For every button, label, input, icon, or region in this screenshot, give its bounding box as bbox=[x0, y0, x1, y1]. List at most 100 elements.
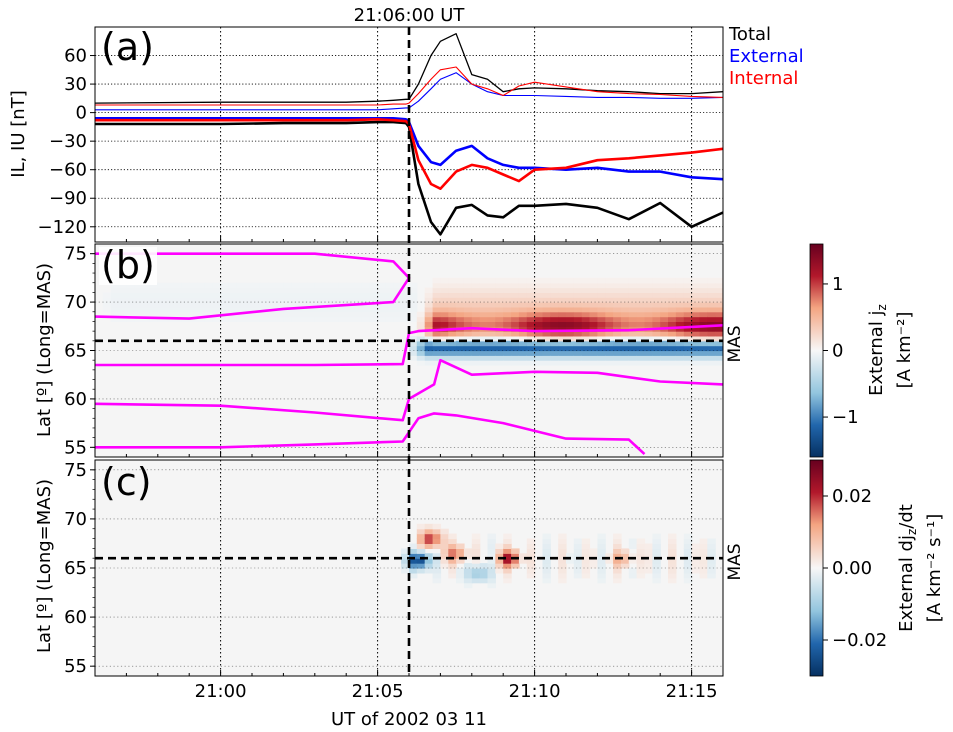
heatmap-cell bbox=[432, 360, 442, 366]
heatmap-cell bbox=[456, 292, 465, 298]
panel-a-y-tick-label-6: −120 bbox=[38, 217, 87, 238]
heatmap-cell bbox=[699, 306, 708, 313]
heatmap-cell bbox=[448, 543, 457, 549]
heatmap-cell bbox=[621, 336, 630, 342]
heatmap-cell bbox=[220, 282, 229, 289]
heatmap-cell bbox=[621, 360, 630, 366]
heatmap-cell bbox=[573, 543, 583, 549]
heatmap-cell bbox=[149, 282, 159, 289]
heatmap-cell bbox=[463, 548, 473, 554]
heatmap-cell bbox=[479, 572, 489, 579]
panel-c-y-ticks: 75 70 65 60 55 bbox=[64, 460, 95, 677]
heatmap-cell bbox=[448, 553, 457, 559]
heatmap-cell bbox=[558, 543, 567, 549]
heatmap-cell bbox=[463, 563, 473, 569]
heatmap-cell bbox=[707, 553, 716, 559]
heatmap-cell bbox=[573, 548, 583, 554]
heatmap-cell bbox=[605, 360, 614, 366]
heatmap-cell bbox=[503, 287, 512, 293]
heatmap-cell bbox=[244, 302, 253, 308]
heatmap-cell bbox=[118, 287, 127, 293]
heatmap-cell bbox=[197, 292, 206, 298]
heatmap-cell bbox=[463, 572, 473, 579]
heatmap-cell bbox=[511, 563, 520, 569]
heatmap-cell bbox=[495, 563, 504, 569]
heatmap-cell bbox=[707, 345, 716, 352]
heatmap-cell bbox=[393, 297, 402, 303]
heatmap-cell bbox=[683, 345, 693, 352]
panel-c-y-tick-label-1: 70 bbox=[64, 509, 87, 530]
heatmap-cell bbox=[668, 553, 677, 559]
heatmap-cell bbox=[542, 331, 551, 337]
heatmap-cell bbox=[644, 336, 653, 342]
heatmap-cell bbox=[573, 558, 583, 564]
heatmap-cell bbox=[424, 355, 434, 361]
heatmap-cell bbox=[291, 287, 300, 293]
heatmap-cell bbox=[660, 287, 669, 293]
heatmap-cell bbox=[463, 277, 473, 284]
heatmap-cell bbox=[636, 331, 646, 337]
heatmap-cell bbox=[463, 336, 473, 342]
heatmap-cell bbox=[542, 543, 551, 549]
heatmap-cell bbox=[707, 287, 716, 293]
heatmap-cell bbox=[589, 311, 598, 318]
heatmap-cell bbox=[668, 316, 677, 322]
heatmap-cell bbox=[683, 306, 693, 313]
heatmap-cell bbox=[542, 336, 551, 342]
heatmap-cell bbox=[691, 345, 701, 352]
heatmap-cell bbox=[675, 360, 685, 366]
heatmap-cell bbox=[534, 340, 544, 347]
heatmap-cell bbox=[628, 538, 638, 544]
heatmap-cell bbox=[668, 577, 677, 584]
heatmap-cell bbox=[330, 306, 339, 313]
heatmap-cell bbox=[715, 282, 723, 289]
heatmap-cell bbox=[338, 316, 347, 322]
heatmap-cell bbox=[628, 345, 638, 352]
heatmap-cell bbox=[715, 321, 723, 327]
heatmap-cell bbox=[597, 287, 606, 293]
heatmap-cell bbox=[401, 297, 410, 303]
heatmap-cell bbox=[675, 350, 685, 356]
panel-b-y-tick-label-3: 60 bbox=[64, 389, 87, 410]
heatmap-cell bbox=[605, 292, 614, 298]
heatmap-cell bbox=[581, 336, 591, 342]
heatmap-cell bbox=[409, 336, 418, 342]
heatmap-cell bbox=[511, 292, 520, 298]
heatmap-cell bbox=[134, 287, 143, 293]
heatmap-cell bbox=[581, 355, 591, 361]
heatmap-cell bbox=[416, 538, 426, 544]
heatmap-cell bbox=[628, 553, 638, 559]
heatmap-cell bbox=[463, 577, 473, 584]
contour-line-1 bbox=[95, 324, 723, 367]
heatmap-cell bbox=[636, 548, 646, 554]
heatmap-cell bbox=[393, 316, 402, 322]
heatmap-cell bbox=[291, 311, 300, 318]
heatmap-cell bbox=[668, 350, 677, 356]
heatmap-cell bbox=[511, 553, 520, 559]
heatmap-cell bbox=[526, 331, 536, 337]
heatmap-cell bbox=[102, 306, 112, 313]
heatmap-cell bbox=[534, 326, 544, 332]
heatmap-cell bbox=[322, 282, 332, 289]
heatmap-cell bbox=[409, 282, 418, 289]
heatmap-cell bbox=[534, 336, 544, 342]
x-tick-label-3: 21:15 bbox=[666, 681, 718, 702]
heatmap-cell bbox=[699, 548, 708, 554]
heatmap-cell bbox=[463, 282, 473, 289]
heatmap-cell bbox=[463, 582, 473, 589]
heatmap-cell bbox=[354, 311, 363, 318]
heatmap-cell bbox=[613, 306, 622, 313]
heatmap-cell bbox=[393, 287, 402, 293]
heatmap-cell bbox=[668, 287, 677, 293]
heatmap-cell bbox=[526, 277, 536, 284]
heatmap-cell bbox=[675, 326, 685, 332]
heatmap-cell bbox=[589, 340, 598, 347]
heatmap-cell bbox=[613, 355, 622, 361]
heatmap-cell bbox=[636, 321, 646, 327]
heatmap-cell bbox=[448, 563, 457, 569]
heatmap-cell bbox=[511, 316, 520, 322]
heatmap-cell bbox=[416, 563, 426, 569]
heatmap-cell bbox=[299, 302, 308, 308]
heatmap-cell bbox=[542, 316, 551, 322]
heatmap-cell bbox=[691, 292, 701, 298]
